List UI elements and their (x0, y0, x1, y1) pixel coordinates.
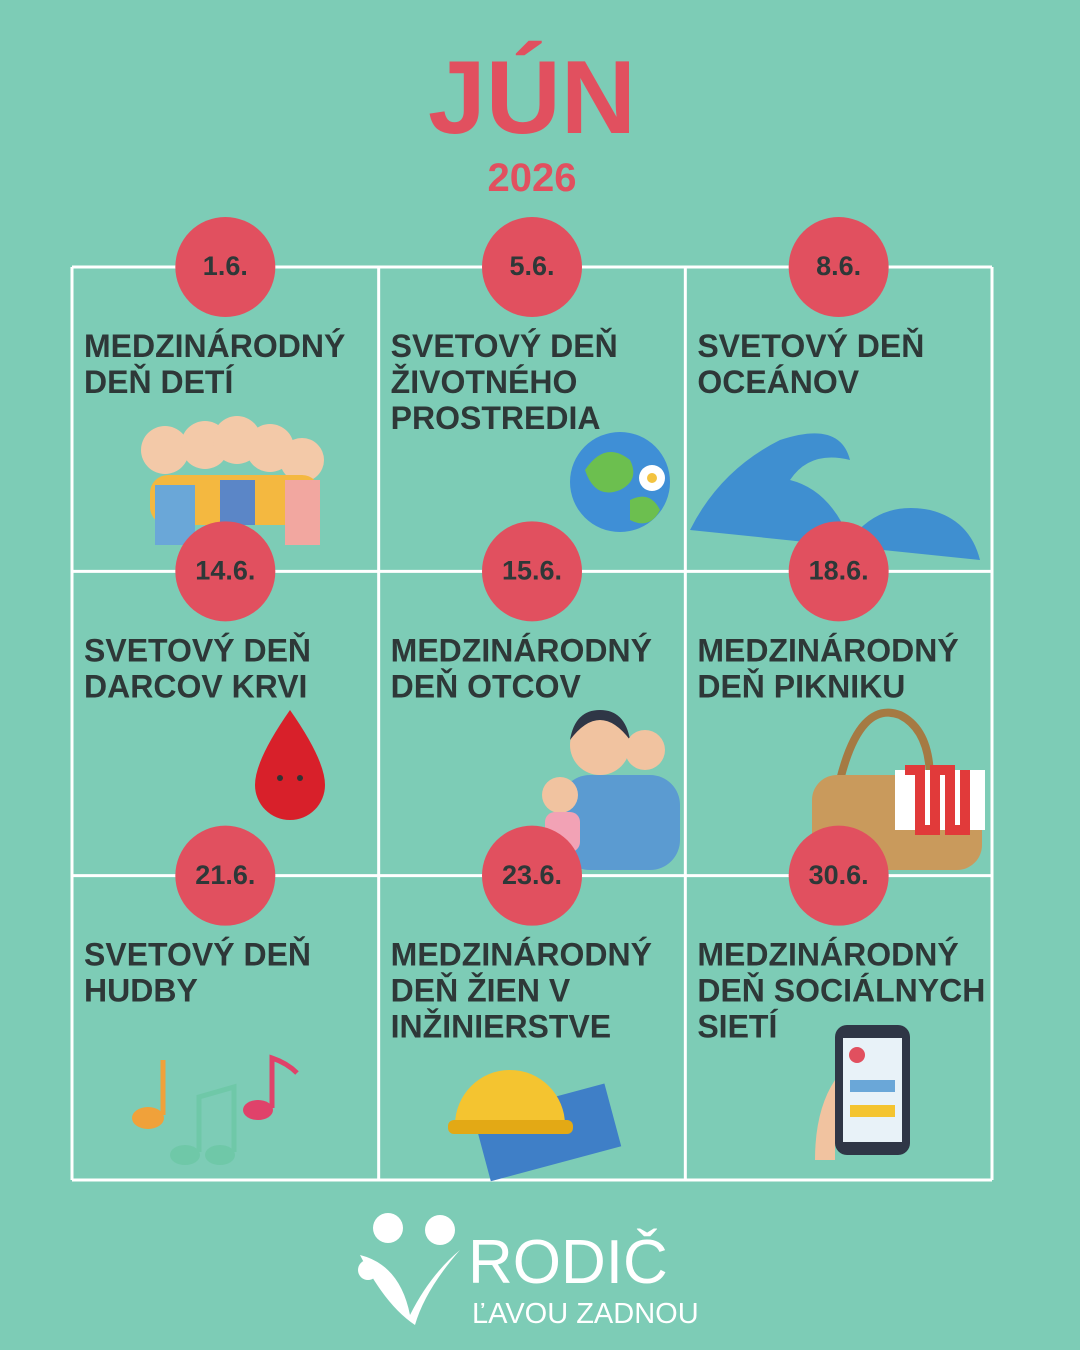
date: 18.6. (809, 555, 869, 585)
phone-illustration (815, 1025, 910, 1160)
year: 2026 (488, 156, 577, 200)
event-title: MEDZINÁRODNÝ (391, 937, 652, 973)
event-title: DEŇ ŽIEN V (391, 973, 571, 1009)
event-title: PROSTREDIA (391, 400, 601, 436)
date-badge (482, 825, 582, 926)
date-badge (788, 521, 889, 622)
wave-illustration (690, 433, 980, 560)
event-title: DEŇ SOCIÁLNYCH (697, 973, 985, 1009)
date: 23.6. (502, 860, 562, 890)
event-title: SVETOVÝ DEŇ (84, 937, 311, 973)
event-title: INŽINIERSTVE (391, 1009, 611, 1045)
month-title: JÚN (428, 40, 636, 156)
date: 15.6. (502, 555, 562, 585)
event-title: DEŇ PIKNIKU (697, 668, 905, 704)
illustrations (132, 416, 985, 1182)
logo-brand: RODIČ (468, 1228, 668, 1297)
event-title: SVETOVÝ DEŇ (697, 328, 924, 364)
event-title: OCEÁNOV (697, 364, 859, 400)
date: 21.6. (195, 860, 255, 890)
date: 1.6. (203, 251, 248, 281)
date: 5.6. (509, 251, 554, 281)
date-badge (175, 217, 276, 317)
event-title: SVETOVÝ DEŇ (84, 632, 311, 668)
music-notes (132, 1054, 299, 1165)
date-badge (482, 521, 582, 622)
event-title: SVETOVÝ DEŇ (391, 328, 618, 364)
date-badge (175, 825, 276, 926)
event-title: DEŇ DETÍ (84, 364, 234, 400)
event-title: ŽIVOTNÉHO (391, 364, 578, 400)
date-badge (482, 217, 582, 317)
date: 14.6. (195, 555, 255, 585)
date-badge (788, 217, 889, 317)
event-title: HUDBY (84, 973, 198, 1009)
event-title: MEDZINÁRODNÝ (391, 632, 652, 668)
event-title: DEŇ OTCOV (391, 668, 582, 704)
kids-illustration (141, 416, 324, 545)
blood-drop (255, 710, 325, 820)
event-title: SIETÍ (697, 1009, 778, 1045)
father-illustration (542, 710, 680, 870)
date-badge (788, 825, 889, 926)
date-badge (175, 521, 276, 622)
logo-tagline: ĽAVOU ZADNOU (472, 1298, 699, 1330)
helmet-illustration (448, 1070, 622, 1182)
earth-illustration (570, 432, 670, 532)
event-title: DARCOV KRVI (84, 668, 307, 704)
event-title: MEDZINÁRODNÝ (697, 632, 958, 668)
event-title: MEDZINÁRODNÝ (84, 328, 345, 364)
logo-mark (358, 1213, 460, 1325)
date: 30.6. (809, 860, 869, 890)
date: 8.6. (816, 251, 861, 281)
event-title: MEDZINÁRODNÝ (697, 937, 958, 973)
